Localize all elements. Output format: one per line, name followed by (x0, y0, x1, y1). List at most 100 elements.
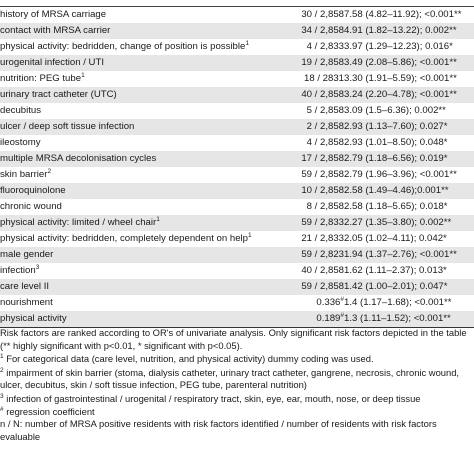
risk-factor-cell: ileostomy (0, 135, 262, 151)
risk-factor-footnote-mark: 2 (47, 167, 52, 175)
risk-factor-label: physical activity: bedridden, completely… (0, 233, 248, 244)
positive-ratio-cell: 10 / 2,858 (262, 183, 344, 199)
footnote-1-text: For categorical data (care level, nutrit… (3, 353, 374, 365)
positive-ratio-cell: 59 / 2,858 (262, 167, 344, 183)
table-row: nutrition: PEG tube1 18 / 2831 3.30 (1.91–… (0, 71, 474, 87)
positive-ratio-cell: 30 / 2,858 (262, 7, 344, 23)
risk-factor-cell: history of MRSA carriage (0, 7, 262, 23)
risk-factor-cell: male gender (0, 247, 262, 263)
positive-ratio-cell: 40 / 2,858 (262, 263, 344, 279)
table-row: chronic wound 8 / 2,858 2.58 (1.18–5.65); … (0, 199, 474, 215)
risk-factor-label: urogenital infection / UTI (0, 57, 104, 68)
table-bottom-rule (0, 327, 474, 328)
table-row: ileostomy 4 / 2,858 2.93 (1.01–8.50); 0.04… (0, 135, 474, 151)
risk-factor-table: history of MRSA carriage 30 / 2,858 7.58 (… (0, 7, 474, 327)
risk-factor-label: decubitus (0, 105, 42, 116)
risk-factor-footnote-mark: 1 (81, 71, 85, 79)
table-row: decubitus 5 / 2,858 3.09 (1.5–6.36); 0.002… (0, 103, 474, 119)
risk-factor-cell: infection3 (0, 263, 262, 279)
odds-ratio-cell: 4.91 (1.82–13.22); 0.002** (344, 23, 474, 39)
table-row: male gender 59 / 2,823 1.94 (1.37–2.76); <… (0, 247, 474, 263)
odds-ratio-cell: 3.09 (1.5–6.36); 0.002** (344, 105, 446, 116)
odds-ratio-cell: 2.58 (1.49–4.46);0.001** (344, 183, 474, 199)
risk-factor-cell: physical activity (0, 311, 262, 327)
odds-ratio-cell: 2.93 (1.01–8.50); 0.048* (344, 137, 448, 148)
risk-factor-label: physical activity: limited / wheel chair (0, 217, 157, 228)
positive-ratio-value: 18 / 2831 (303, 73, 344, 84)
footnote-3-mark: 3 (0, 392, 4, 400)
odds-ratio-cell: 3.30 (1.91–5.59); <0.001** (344, 73, 457, 84)
odds-ratio-cell: 2.93 (1.13–7.60); 0.027* (344, 119, 474, 135)
footnote-4: # regression coefficient (0, 406, 470, 419)
risk-factor-cell: contact with MRSA carrier (0, 23, 262, 39)
positive-ratio-cell: 34 / 2,858 (262, 23, 344, 39)
risk-factor-footnote-mark: 1 (245, 39, 249, 47)
positive-ratio-value: 2 / 2,858 (306, 121, 344, 132)
positive-ratio-value: 10 / 2,858 (301, 185, 344, 196)
positive-ratio-cell: 19 / 2,858 (262, 55, 344, 71)
footnote-1-mark: 1 (0, 353, 4, 361)
risk-factor-cell: care level II (0, 279, 262, 295)
risk-factor-footnote-mark: 1 (248, 231, 252, 239)
risk-factor-label: care level II (0, 281, 50, 292)
table-row: physical activity: limited / wheel chair… (0, 215, 474, 231)
odds-ratio-cell: 3.24 (2.20–4.78); <0.001** (344, 87, 474, 103)
risk-factor-label: multiple MRSA decolonisation cycles (0, 153, 157, 164)
risk-factor-label: history of MRSA carriage (0, 9, 107, 20)
positive-ratio-cell: 0.336# (262, 295, 344, 311)
risk-factor-label: physical activity (0, 313, 67, 324)
risk-factor-cell: physical activity: bedridden, change of … (0, 39, 262, 55)
odds-ratio-cell: 2.79 (1.18–6.56); 0.019* (344, 151, 474, 167)
odds-ratio-cell: 1.94 (1.37–2.76); <0.001** (344, 247, 474, 263)
odds-ratio-cell: 1.4 (1.17–1.68); <0.001** (344, 297, 452, 308)
footnote-2-mark: 2 (0, 366, 4, 374)
risk-factor-cell: ulcer / deep soft tissue infection (0, 119, 262, 135)
odds-ratio-cell: 2.27 (1.35–3.80); 0.002** (344, 215, 474, 231)
positive-ratio-value: 59 / 2,823 (301, 249, 344, 260)
positive-ratio-value: 19 / 2,858 (301, 57, 344, 68)
positive-ratio-value: 8 / 2,858 (306, 201, 344, 212)
positive-ratio-value: 4 / 2,858 (306, 137, 344, 148)
risk-factor-footnote-mark: 3 (35, 263, 40, 271)
risk-factor-cell: urinary tract catheter (UTC) (0, 87, 262, 103)
positive-ratio-value: 0.336 (316, 297, 341, 308)
table-row: multiple MRSA decolonisation cycles 17 / … (0, 151, 474, 167)
risk-factor-cell: fluoroquinolone (0, 183, 262, 199)
risk-factor-label: urinary tract catheter (UTC) (0, 89, 117, 100)
positive-ratio-cell: 0.189# (262, 311, 344, 327)
positive-ratio-cell: 59 / 2,823 (262, 247, 344, 263)
footnote-2-text: impairment of skin barrier (stoma, dialy… (0, 366, 460, 391)
positive-ratio-cell: 4 / 2,858 (262, 135, 344, 151)
positive-ratio-cell: 5 / 2,858 (262, 103, 344, 119)
positive-ratio-cell: 4 / 2,833 (262, 39, 344, 55)
table-row: urinary tract catheter (UTC) 40 / 2,858 3.… (0, 87, 474, 103)
risk-factor-label: ileostomy (0, 137, 41, 148)
risk-factor-cell: urogenital infection / UTI (0, 55, 262, 71)
positive-ratio-cell: 18 / 2831 (262, 71, 344, 87)
positive-ratio-value: 59 / 2,858 (301, 169, 344, 180)
footnote-4-mark: # (0, 405, 4, 413)
odds-ratio-cell: 2.79 (1.96–3.96); <0.001** (344, 169, 457, 180)
positive-ratio-cell: 40 / 2,858 (262, 87, 344, 103)
table-row: infection3 40 / 2,858 1.62 (1.11–2.37); 0.… (0, 263, 474, 279)
positive-ratio-value: 21 / 2,833 (301, 233, 344, 244)
risk-factor-label: skin barrier (0, 169, 48, 180)
table-row: care level II 59 / 2,858 1.42 (1.00–2.01);… (0, 279, 474, 295)
positive-ratio-value: 30 / 2,858 (301, 9, 344, 20)
positive-ratio-cell: 8 / 2,858 (262, 199, 344, 215)
odds-ratio-cell: 2.05 (1.02–4.11); 0.042* (344, 233, 447, 244)
positive-ratio-cell: 17 / 2,858 (262, 151, 344, 167)
table-row: physical activity: bedridden, change of … (0, 39, 474, 55)
risk-factor-label: fluoroquinolone (0, 185, 66, 196)
risk-factor-cell: physical activity: bedridden, completely… (0, 231, 262, 247)
risk-factor-cell: physical activity: limited / wheel chair… (0, 215, 262, 231)
positive-ratio-value: 40 / 2,858 (301, 89, 344, 100)
regression-coefficient-mark: # (340, 311, 344, 319)
footnote-2: 2 impairment of skin barrier (stoma, dia… (0, 367, 470, 392)
odds-ratio-cell: 1.3 (1.11–1.52); <0.001** (344, 311, 474, 327)
positive-ratio-value: 17 / 2,858 (301, 153, 344, 164)
table-row: urogenital infection / UTI 19 / 2,858 3.49… (0, 55, 474, 71)
footnote-intro: Risk factors are ranked according to OR'… (0, 327, 467, 351)
footnote-3: 3 infection of gastrointestinal / urogen… (0, 393, 470, 406)
